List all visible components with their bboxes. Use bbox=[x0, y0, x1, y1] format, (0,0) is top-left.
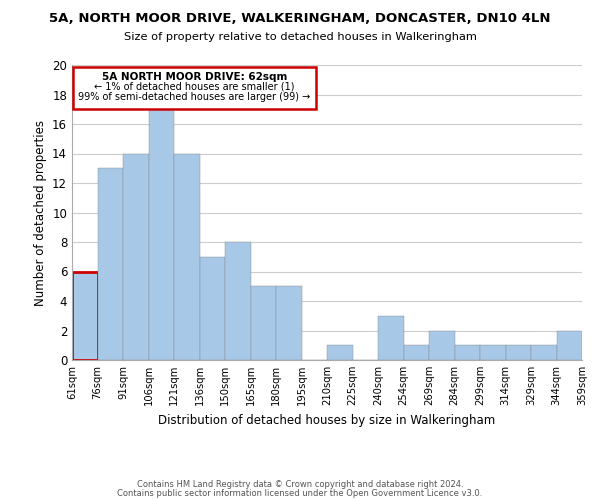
Text: Contains HM Land Registry data © Crown copyright and database right 2024.: Contains HM Land Registry data © Crown c… bbox=[137, 480, 463, 489]
Bar bbox=[404, 345, 429, 360]
Text: ← 1% of detached houses are smaller (1): ← 1% of detached houses are smaller (1) bbox=[94, 82, 295, 92]
Bar bbox=[557, 330, 582, 360]
Bar bbox=[531, 345, 557, 360]
Bar bbox=[149, 110, 174, 360]
Text: Size of property relative to detached houses in Walkeringham: Size of property relative to detached ho… bbox=[124, 32, 476, 42]
Bar bbox=[174, 154, 199, 360]
Bar bbox=[72, 272, 97, 360]
Bar bbox=[251, 286, 276, 360]
Text: 5A, NORTH MOOR DRIVE, WALKERINGHAM, DONCASTER, DN10 4LN: 5A, NORTH MOOR DRIVE, WALKERINGHAM, DONC… bbox=[49, 12, 551, 26]
Bar bbox=[123, 154, 149, 360]
Bar bbox=[199, 257, 225, 360]
Text: Contains public sector information licensed under the Open Government Licence v3: Contains public sector information licen… bbox=[118, 489, 482, 498]
Bar bbox=[378, 316, 404, 360]
Text: 99% of semi-detached houses are larger (99) →: 99% of semi-detached houses are larger (… bbox=[78, 92, 311, 102]
Bar bbox=[327, 345, 353, 360]
Bar bbox=[505, 345, 531, 360]
Bar bbox=[276, 286, 302, 360]
FancyBboxPatch shape bbox=[73, 67, 316, 108]
X-axis label: Distribution of detached houses by size in Walkeringham: Distribution of detached houses by size … bbox=[158, 414, 496, 426]
Bar bbox=[455, 345, 480, 360]
Y-axis label: Number of detached properties: Number of detached properties bbox=[34, 120, 47, 306]
Bar bbox=[97, 168, 123, 360]
Bar bbox=[429, 330, 455, 360]
Bar bbox=[480, 345, 505, 360]
Bar bbox=[225, 242, 251, 360]
Text: 5A NORTH MOOR DRIVE: 62sqm: 5A NORTH MOOR DRIVE: 62sqm bbox=[102, 72, 287, 82]
